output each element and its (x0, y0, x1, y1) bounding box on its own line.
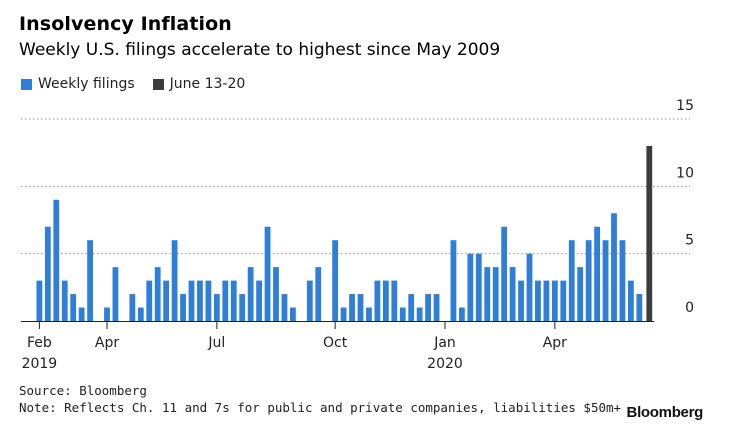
bar-weekly-filings (391, 280, 398, 321)
legend-item-june-13-20: June 13-20 (152, 76, 246, 92)
bar-weekly-filings (459, 307, 465, 321)
x-tick-label-apr: Apr (543, 335, 567, 351)
bar-weekly-filings (70, 294, 77, 321)
bar-june-13-20 (646, 145, 653, 321)
bar-weekly-filings (222, 280, 229, 321)
chart-subtitle: Weekly U.S. filings accelerate to highes… (19, 40, 501, 60)
bar-weekly-filings (306, 280, 313, 321)
bar-weekly-filings (247, 267, 254, 321)
x-tick-year-2019: 2019 (22, 356, 58, 372)
bar-weekly-filings (425, 294, 431, 321)
bar-weekly-filings (213, 294, 220, 321)
bar-weekly-filings (484, 267, 491, 321)
chart-title: Insolvency Inflation (19, 13, 232, 35)
y-tick-label-15: 15 (676, 98, 694, 114)
legend-swatch-weekly-filings (21, 78, 32, 90)
bar-weekly-filings (475, 253, 482, 321)
bar-weekly-filings (543, 280, 550, 321)
bar-weekly-filings (526, 253, 533, 321)
bar-weekly-filings (239, 294, 246, 321)
legend-label-weekly-filings: Weekly filings (38, 76, 135, 92)
bar-weekly-filings (501, 226, 508, 321)
bar-weekly-filings (492, 267, 499, 321)
bar-weekly-filings (78, 307, 85, 321)
bar-weekly-filings (180, 294, 186, 321)
bar-weekly-filings (44, 226, 51, 321)
bar-weekly-filings (205, 280, 212, 321)
bar-weekly-filings (382, 280, 389, 321)
bar-weekly-filings (154, 267, 161, 321)
bar-weekly-filings (87, 240, 93, 321)
x-tick-label-oct: Oct (323, 335, 348, 351)
x-tick-label-jul: Jul (207, 335, 225, 351)
x-tick-label-apr: Apr (95, 335, 119, 351)
bar-weekly-filings (61, 280, 68, 321)
x-tick-year-2020: 2020 (427, 356, 463, 372)
bar-weekly-filings (349, 294, 355, 321)
bloomberg-logo: Bloomberg (626, 404, 704, 421)
bar-weekly-filings (36, 280, 43, 321)
bar-weekly-filings (408, 294, 415, 321)
bar-weekly-filings (619, 240, 626, 321)
legend-label-june-13-20: June 13-20 (169, 76, 246, 92)
bar-weekly-filings (611, 213, 617, 321)
bar-weekly-filings (104, 307, 110, 321)
bar-weekly-filings (399, 307, 406, 321)
bar-weekly-filings (416, 307, 423, 321)
bar-weekly-filings (585, 240, 592, 321)
bar-weekly-filings (467, 253, 474, 321)
bar-weekly-filings (197, 280, 203, 321)
bar-weekly-filings (450, 240, 457, 321)
bar-weekly-filings (112, 267, 119, 321)
bar-weekly-filings (577, 267, 584, 321)
bar-weekly-filings (281, 294, 288, 321)
bar-weekly-filings (594, 226, 600, 321)
bar-weekly-filings (230, 280, 237, 321)
bar-weekly-filings (518, 280, 524, 321)
bar-weekly-filings (551, 280, 558, 321)
methodology-note: Note: Reflects Ch. 11 and 7s for public … (19, 400, 622, 415)
bar-weekly-filings (315, 267, 322, 321)
bar-weekly-filings (332, 240, 339, 321)
y-tick-label-10: 10 (676, 165, 694, 181)
legend-item-weekly-filings: Weekly filings (21, 76, 135, 92)
bar-weekly-filings (357, 294, 364, 321)
bar-weekly-filings (374, 280, 381, 321)
bar-weekly-filings (535, 280, 541, 321)
bar-weekly-filings (264, 226, 271, 321)
x-tick-label-feb: Feb (27, 335, 52, 351)
bar-weekly-filings (129, 294, 136, 321)
y-tick-label-5: 5 (685, 233, 694, 249)
bar-weekly-filings (256, 280, 262, 321)
bar-weekly-filings (273, 267, 279, 321)
bar-weekly-filings (602, 240, 609, 321)
bar-weekly-filings (509, 267, 516, 321)
bar-weekly-filings (628, 280, 634, 321)
bar-weekly-filings (146, 280, 153, 321)
x-tick-label-jan: Jan (433, 335, 456, 351)
y-tick-label-0: 0 (685, 300, 694, 316)
bar-weekly-filings (340, 307, 347, 321)
bar-weekly-filings (366, 307, 372, 321)
source-note: Source: Bloomberg (19, 383, 147, 398)
bar-weekly-filings (137, 307, 144, 321)
bar-weekly-filings (560, 280, 567, 321)
legend-swatch-june-13-20 (152, 78, 164, 90)
bar-weekly-filings (171, 240, 178, 321)
bar-weekly-filings (163, 280, 170, 321)
bar-weekly-filings (636, 294, 643, 321)
bar-weekly-filings (188, 280, 195, 321)
bar-weekly-filings (568, 240, 575, 321)
bar-weekly-filings (290, 307, 296, 321)
bar-weekly-filings (53, 199, 60, 321)
chart-legend: Weekly filings June 13-20 (21, 76, 263, 92)
bar-weekly-filings (433, 294, 440, 321)
